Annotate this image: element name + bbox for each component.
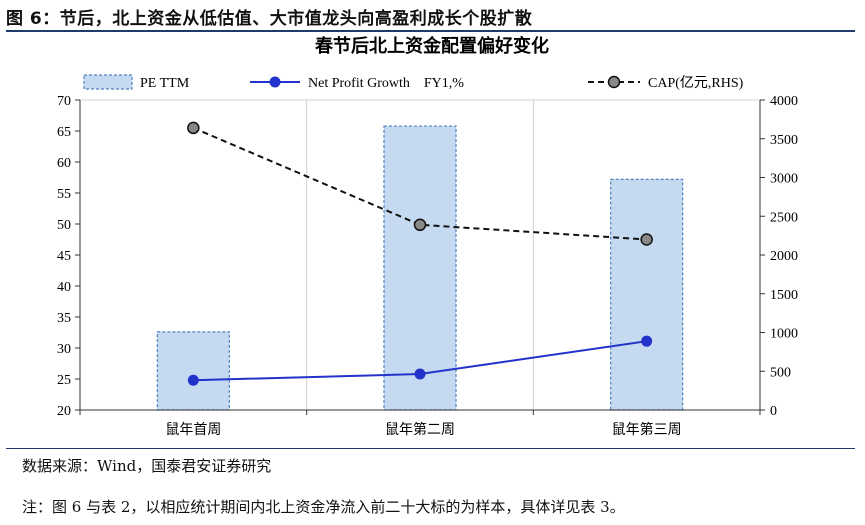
y-left-tick-label: 50 [57,218,71,233]
bar-pe-ttm [383,125,457,411]
legend-label-net-profit-growth: Net Profit Growth FY1,% [308,76,464,91]
y-left-tick-label: 45 [57,249,71,264]
y-right-tick-label: 3500 [770,133,798,148]
line-cap [192,126,647,241]
legend-label-pe-ttm: PE TTM [140,76,190,91]
figure-title: 图 6：节后，北上资金从低估值、大市值龙头向高盈利成长个股扩散 [6,9,533,29]
point-cap [640,233,653,246]
point-cap [413,218,427,232]
legend-label-cap: CAP(亿元,RHS) [648,75,744,91]
x-tick-label: 鼠年第三周 [612,421,682,438]
y-left-tick-label: 40 [57,280,71,295]
y-right-tick-label: 1500 [770,288,798,303]
note-text: 注：图 6 与表 2，以相应统计期间内北上资金净流入前二十大标的为样本，具体详见… [22,498,625,516]
y-right-tick-label: 4000 [770,94,798,109]
bar-pe-ttm [610,178,684,411]
y-left-tick-label: 70 [57,94,71,109]
y-right-tick-label: 0 [770,404,777,419]
legend-marker-net-profit-growth [269,76,281,88]
bar-series [156,125,684,411]
y-left-tick-label: 55 [57,187,71,202]
axes: 20 25 30 35 40 45 50 55 60 65 70 0 500 1000 1500 2000 25… [57,94,798,438]
y-left-tick-label: 25 [57,373,71,388]
y-left-tick-label: 65 [57,125,71,140]
bottom-rule [6,448,855,449]
point-net-profit-growth [187,374,199,386]
y-right-tick-label: 1000 [770,327,798,342]
y-left-tick-label: 35 [57,311,71,326]
x-tick-label: 鼠年首周 [165,422,221,438]
point-cap [187,121,200,135]
legend-marker-cap [607,75,621,89]
point-net-profit-growth [414,368,426,380]
top-rule [6,30,855,32]
y-left-tick-label: 20 [57,404,71,419]
y-right-tick-label: 3000 [770,172,798,187]
x-tick-label: 鼠年第二周 [385,421,455,438]
y-left-tick-label: 30 [57,342,71,357]
chart-title: 春节后北上资金配置偏好变化 [315,35,549,56]
y-right-tick-label: 2500 [770,210,798,225]
source-text: 数据来源：Wind，国泰君安证券研究 [22,457,272,475]
point-net-profit-growth [641,335,653,347]
y-left-tick-label: 60 [57,156,71,171]
legend: PE TTM Net Profit Growth FY1,% CAP(亿元,RHS) [83,74,744,91]
y-right-tick-label: 500 [770,365,791,380]
legend-swatch-pe-ttm [83,74,133,90]
bar-pe-ttm [156,331,230,411]
line-series [187,121,653,386]
y-right-tick-label: 2000 [770,249,798,264]
chart: 春节后北上资金配置偏好变化 PE TTM Net Profit Growth FY… [57,35,798,438]
